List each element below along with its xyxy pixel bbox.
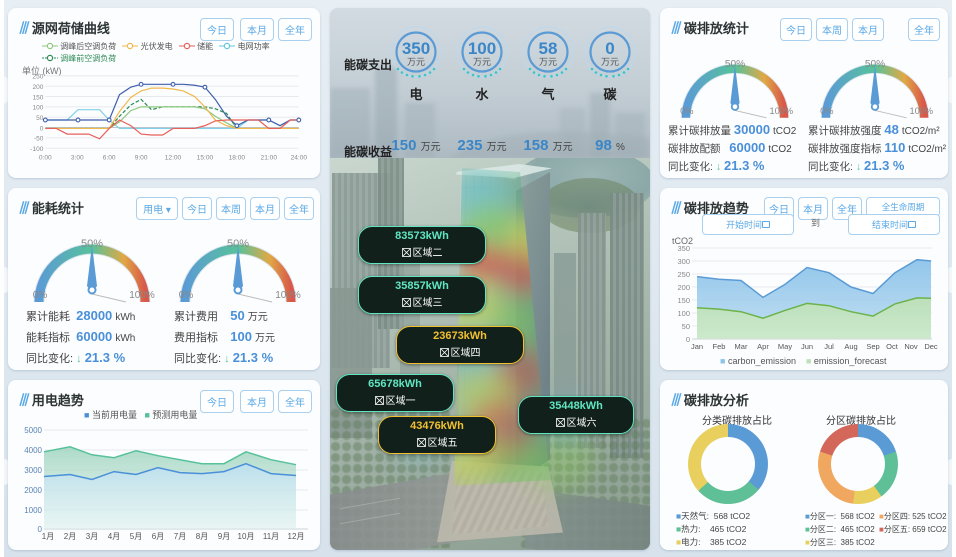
svg-text:Nov: Nov [904,342,918,351]
svg-text:100%: 100% [275,290,301,301]
svg-text:100: 100 [677,309,690,318]
svg-text:350: 350 [677,246,690,253]
svg-text:100%: 100% [129,290,155,301]
svg-text:-100: -100 [30,146,43,153]
svg-text:Jul: Jul [824,342,834,351]
svg-text:-50: -50 [34,136,44,143]
svg-text:3:00: 3:00 [71,154,84,161]
svg-text:5000: 5000 [24,426,42,435]
svg-text:Aug: Aug [844,342,857,351]
svg-text:250: 250 [33,74,44,81]
svg-text:0: 0 [686,335,690,344]
svg-text:15:00: 15:00 [197,154,214,161]
svg-text:6月: 6月 [152,532,164,541]
svg-text:5月: 5月 [130,532,142,541]
svg-text:4月: 4月 [108,532,120,541]
svg-text:Dec: Dec [924,342,938,351]
svg-text:9月: 9月 [218,532,230,541]
svg-text:50: 50 [36,115,44,122]
svg-text:Jun: Jun [801,342,813,351]
svg-text:18:00: 18:00 [229,154,246,161]
svg-text:8月: 8月 [196,532,208,541]
svg-text:Oct: Oct [886,342,899,351]
svg-text:Sep: Sep [866,342,879,351]
svg-text:1月: 1月 [42,532,54,541]
svg-text:10月: 10月 [238,532,255,541]
svg-text:11月: 11月 [263,532,279,541]
svg-text:24:00: 24:00 [291,154,308,161]
svg-text:100: 100 [33,105,44,112]
svg-text:12:00: 12:00 [165,154,182,161]
svg-text:Feb: Feb [713,342,726,351]
svg-text:21:00: 21:00 [261,154,278,161]
svg-text:2月: 2月 [64,532,76,541]
svg-text:0%: 0% [179,290,194,301]
svg-text:Mar: Mar [735,342,748,351]
svg-text:150: 150 [33,94,44,101]
svg-text:0%: 0% [33,290,48,301]
svg-text:12月: 12月 [288,532,305,541]
svg-text:0%: 0% [820,106,833,116]
svg-text:3000: 3000 [24,466,42,475]
svg-text:200: 200 [33,84,44,91]
svg-text:0:00: 0:00 [39,154,52,161]
svg-text:May: May [778,342,792,351]
svg-text:0: 0 [40,125,44,132]
svg-text:150: 150 [677,296,690,305]
svg-text:100%: 100% [909,106,933,116]
svg-text:2000: 2000 [24,486,42,495]
svg-text:6:00: 6:00 [103,154,116,161]
svg-text:Apr: Apr [757,342,769,351]
svg-text:50: 50 [682,322,690,331]
svg-text:4000: 4000 [24,446,42,455]
svg-text:100%: 100% [769,106,793,116]
svg-text:9:00: 9:00 [135,154,148,161]
svg-text:250: 250 [677,270,690,279]
svg-text:1000: 1000 [24,506,42,515]
svg-text:0%: 0% [680,106,693,116]
svg-text:Jan: Jan [691,342,703,351]
svg-text:7月: 7月 [174,532,186,541]
svg-text:300: 300 [677,257,690,266]
svg-text:3月: 3月 [86,532,98,541]
svg-text:200: 200 [677,283,690,292]
